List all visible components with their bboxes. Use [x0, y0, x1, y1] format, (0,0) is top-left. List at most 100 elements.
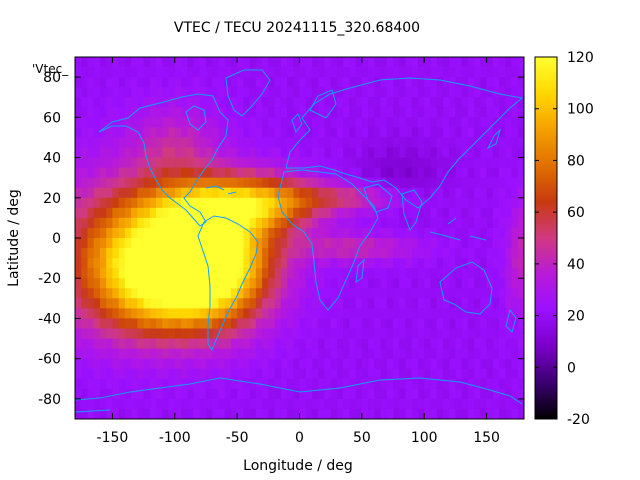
heatmap-cell	[511, 288, 519, 299]
heatmap-cell	[280, 137, 288, 148]
heatmap-cell	[287, 308, 294, 319]
heatmap-cell	[162, 268, 169, 279]
heatmap-cell	[118, 217, 126, 229]
heatmap-cell	[237, 238, 244, 249]
heatmap-cell	[361, 137, 369, 148]
heatmap-cell	[499, 408, 506, 420]
heatmap-cell	[137, 328, 144, 339]
heatmap-cell	[124, 87, 132, 98]
heatmap-cell	[174, 157, 182, 169]
heatmap-cell	[212, 298, 219, 309]
heatmap-cell	[81, 368, 88, 380]
heatmap-cell	[199, 368, 207, 380]
heatmap-cell	[449, 177, 456, 189]
heatmap-cell	[75, 358, 82, 370]
heatmap-cell	[324, 268, 332, 279]
heatmap-cell	[93, 318, 101, 329]
heatmap-cell	[411, 318, 419, 329]
heatmap-cell	[368, 97, 375, 108]
heatmap-cell	[243, 57, 251, 68]
heatmap-cell	[318, 127, 325, 138]
heatmap-cell	[124, 97, 132, 108]
heatmap-cell	[424, 368, 431, 380]
heatmap-cell	[287, 388, 294, 400]
heatmap-cell	[505, 298, 512, 309]
heatmap-cell	[411, 147, 419, 158]
heatmap-cell	[218, 217, 226, 229]
heatmap-cell	[193, 348, 201, 360]
heatmap-cell	[149, 308, 157, 319]
heatmap-cell	[118, 398, 126, 410]
heatmap-cell	[455, 338, 463, 350]
y-tick-label: 20	[43, 191, 61, 207]
heatmap-cell	[511, 398, 519, 410]
heatmap-cell	[168, 57, 176, 68]
heatmap-cell	[143, 177, 151, 189]
heatmap-cell	[75, 227, 82, 239]
heatmap-cell	[280, 217, 288, 229]
heatmap-cell	[274, 238, 282, 249]
heatmap-cell	[237, 298, 244, 309]
heatmap-cell	[505, 67, 512, 78]
heatmap-cell	[118, 358, 126, 370]
heatmap-cell	[156, 97, 163, 108]
heatmap-cell	[112, 388, 120, 400]
heatmap-cell	[143, 97, 151, 108]
heatmap-cell	[205, 167, 213, 179]
heatmap-cell	[93, 408, 101, 420]
heatmap-cell	[467, 368, 475, 380]
heatmap-cell	[424, 197, 431, 209]
heatmap-cell	[336, 207, 344, 219]
heatmap-cell	[124, 217, 132, 229]
heatmap-cell	[442, 298, 450, 309]
heatmap-cell	[361, 67, 369, 78]
heatmap-cell	[224, 328, 232, 339]
heatmap-cell	[343, 147, 350, 158]
heatmap-cell	[118, 248, 126, 259]
heatmap-cell	[205, 227, 213, 239]
heatmap-cell	[106, 258, 113, 269]
heatmap-cell	[311, 67, 319, 78]
heatmap-cell	[499, 77, 506, 88]
heatmap-cell	[436, 207, 444, 219]
x-axis-label: Longitude / deg	[243, 458, 353, 474]
heatmap-cell	[162, 348, 169, 360]
heatmap-cell	[93, 258, 101, 269]
heatmap-cell	[411, 408, 419, 420]
heatmap-cell	[262, 248, 269, 259]
heatmap-cell	[118, 348, 126, 360]
heatmap-cell	[386, 137, 394, 148]
heatmap-cell	[249, 268, 257, 279]
heatmap-cell	[517, 147, 525, 158]
heatmap-cell	[230, 348, 238, 360]
heatmap-cell	[262, 368, 269, 380]
heatmap-cell	[499, 328, 506, 339]
heatmap-cell	[474, 77, 481, 88]
heatmap-cell	[442, 207, 450, 219]
heatmap-cell	[75, 97, 82, 108]
heatmap-cell	[336, 348, 344, 360]
heatmap-cell	[75, 288, 82, 299]
heatmap-cell	[330, 97, 338, 108]
heatmap-cell	[299, 278, 307, 289]
heatmap-cell	[255, 57, 263, 68]
heatmap-cell	[417, 368, 425, 380]
heatmap-cell	[131, 207, 138, 219]
heatmap-cell	[505, 288, 512, 299]
heatmap-cell	[349, 268, 357, 279]
heatmap-cell	[299, 358, 307, 370]
heatmap-cell	[305, 278, 313, 289]
heatmap-cell	[224, 268, 232, 279]
heatmap-cell	[436, 177, 444, 189]
heatmap-cell	[75, 298, 82, 309]
heatmap-cell	[156, 348, 163, 360]
heatmap-cell	[417, 77, 425, 88]
heatmap-cell	[230, 328, 238, 339]
heatmap-cell	[262, 207, 269, 219]
heatmap-cell	[106, 207, 113, 219]
heatmap-cell	[255, 227, 263, 239]
heatmap-cell	[218, 197, 226, 209]
heatmap-cell	[262, 57, 269, 68]
heatmap-cell	[255, 258, 263, 269]
heatmap-cell	[380, 167, 388, 179]
